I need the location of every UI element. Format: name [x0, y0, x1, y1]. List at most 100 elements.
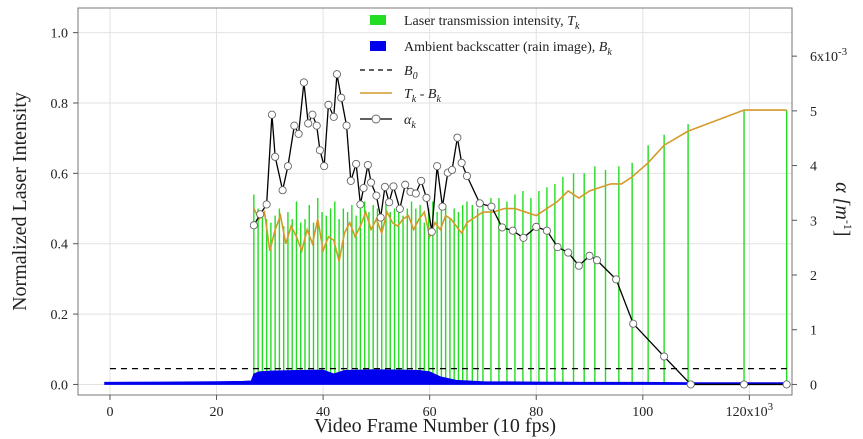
- legend-label-sub: k: [436, 94, 441, 105]
- alpha-series: [249, 70, 791, 389]
- alpha-marker: [363, 160, 372, 170]
- y2-tick-label-sup: -3: [838, 46, 848, 58]
- y-tick-label: 0.6: [51, 167, 69, 182]
- alpha-marker: [320, 162, 329, 171]
- alpha-marker: [278, 186, 287, 195]
- alpha-marker: [660, 352, 669, 361]
- alpha-marker: [498, 223, 507, 232]
- x-tick-label: 60: [423, 405, 437, 420]
- legend-label-symbol: α: [404, 113, 412, 128]
- legend-label-sub: k: [575, 21, 580, 32]
- alpha-marker: [487, 202, 496, 211]
- alpha-marker: [401, 180, 410, 189]
- y-tick-label: 0.0: [51, 378, 69, 393]
- alpha-marker: [324, 100, 333, 109]
- legend-label-sub: k: [411, 120, 416, 131]
- alpha-marker: [389, 182, 398, 191]
- alpha-marker: [308, 110, 317, 119]
- y-tick-label: 0.4: [51, 238, 69, 253]
- backscatter-area: [104, 369, 788, 385]
- alpha-marker: [612, 275, 621, 284]
- x-tick-label: 120x103: [726, 401, 774, 420]
- y2-tick-label: 6x10-3: [810, 46, 848, 65]
- alpha-marker: [395, 204, 404, 213]
- alpha-marker: [411, 189, 420, 198]
- alpha-marker: [283, 162, 292, 171]
- y-tick-label: 1.0: [51, 27, 69, 42]
- y2-axis-label-sup: -1: [841, 220, 855, 230]
- x-tick-label-sup: 3: [768, 401, 774, 413]
- x-tick-label: 0: [106, 405, 113, 420]
- alpha-marker: [315, 146, 324, 155]
- legend-label-symbol: B: [404, 64, 413, 79]
- alpha-marker: [380, 182, 389, 191]
- alpha-marker: [346, 176, 355, 185]
- legend-label: Tk - Bk: [404, 87, 441, 105]
- legend-label: Laser transmission intensity, Tk: [404, 14, 580, 32]
- alpha-marker: [267, 110, 277, 119]
- alpha-marker: [782, 380, 791, 389]
- x-tick-label: 20: [210, 405, 224, 420]
- alpha-marker: [376, 213, 385, 222]
- backscatter-fill: [104, 369, 788, 385]
- legend-label-text: Ambient backscatter (rain image),: [404, 40, 599, 55]
- legend-swatch: [370, 15, 386, 25]
- alpha-marker: [294, 129, 303, 138]
- y-tick-label: 0.8: [51, 97, 69, 112]
- y2-tick-label: 2: [810, 269, 817, 284]
- x-tick-label: 40: [316, 405, 330, 420]
- alpha-marker: [453, 133, 462, 142]
- plot-frame: [77, 7, 793, 396]
- legend: Laser transmission intensity, Tk Ambient …: [360, 14, 612, 131]
- legend-label-symbol: T: [567, 14, 576, 29]
- y2-tick-label: 1: [810, 324, 817, 339]
- y2-axis-label-text: α [m: [831, 182, 853, 220]
- legend-label-mid: -: [416, 87, 428, 102]
- alpha-marker: [422, 193, 431, 202]
- alpha-marker: [433, 162, 442, 171]
- alpha-marker: [332, 70, 342, 79]
- x-tick-label: 80: [529, 405, 543, 420]
- alpha-marker: [448, 165, 457, 175]
- legend-label-sub: k: [412, 94, 417, 105]
- y2-tick-label: 5: [810, 105, 817, 120]
- alpha-marker: [739, 380, 749, 389]
- alpha-marker: [532, 222, 541, 231]
- x-axis-label: Video Frame Number (10 fps): [314, 415, 556, 437]
- y-axis-label: Normalized Laser Intensity: [9, 92, 31, 311]
- alpha-marker: [508, 226, 517, 235]
- alpha-marker: [564, 248, 573, 257]
- alpha-marker: [417, 176, 426, 185]
- y2-axis-label-end: ]: [831, 230, 853, 237]
- alpha-marker: [462, 171, 472, 181]
- legend-label: Ambient backscatter (rain image), Bk: [404, 40, 612, 58]
- alpha-marker: [290, 121, 299, 130]
- y2-tick-label: 4: [810, 160, 817, 175]
- alpha-marker: [262, 200, 271, 209]
- alpha-marker: [359, 183, 368, 193]
- alpha-marker: [337, 93, 346, 102]
- alpha-marker: [367, 178, 376, 187]
- legend-label: αk: [404, 113, 416, 131]
- alpha-marker: [352, 159, 361, 168]
- alpha-marker: [427, 227, 436, 236]
- alpha-marker: [312, 121, 321, 130]
- legend-marker: [371, 114, 381, 124]
- legend-label-text: Laser transmission intensity,: [404, 14, 567, 29]
- transmission-bars: [253, 110, 788, 385]
- alpha-marker: [542, 226, 551, 235]
- alpha-marker: [519, 233, 528, 242]
- legend-label: B0: [404, 64, 418, 82]
- y2-tick-label: 0: [810, 378, 817, 393]
- alpha-marker: [342, 121, 351, 130]
- alpha-marker: [329, 112, 338, 121]
- alpha-marker: [385, 198, 394, 207]
- legend-swatch: [370, 41, 386, 51]
- alpha-marker: [475, 199, 484, 208]
- alpha-marker: [372, 191, 381, 200]
- alpha-marker: [686, 380, 695, 389]
- legend-label-symbol: B: [428, 87, 437, 102]
- legend-label-symbol: B: [599, 40, 608, 55]
- alpha-marker: [553, 243, 562, 252]
- legend-label-symbol: T: [404, 87, 413, 102]
